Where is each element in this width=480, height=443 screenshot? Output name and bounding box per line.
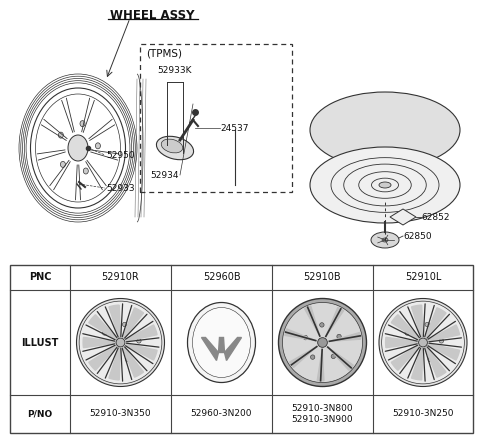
Ellipse shape: [320, 323, 324, 327]
Polygon shape: [423, 308, 446, 342]
Polygon shape: [391, 342, 423, 370]
Polygon shape: [218, 338, 225, 353]
Ellipse shape: [428, 358, 432, 362]
Polygon shape: [317, 350, 324, 381]
Polygon shape: [305, 306, 320, 336]
Polygon shape: [385, 337, 423, 348]
Text: 52910B: 52910B: [304, 272, 341, 283]
Polygon shape: [120, 342, 157, 360]
Ellipse shape: [318, 338, 327, 347]
Polygon shape: [120, 325, 157, 342]
Ellipse shape: [382, 301, 464, 384]
Polygon shape: [202, 338, 218, 361]
Ellipse shape: [156, 136, 193, 160]
Ellipse shape: [126, 358, 130, 362]
Ellipse shape: [192, 307, 251, 377]
Polygon shape: [423, 342, 446, 377]
Text: 52960B: 52960B: [203, 272, 240, 283]
Ellipse shape: [311, 355, 315, 359]
Text: 52910L: 52910L: [405, 272, 441, 283]
Ellipse shape: [137, 339, 141, 343]
Ellipse shape: [161, 139, 183, 153]
Ellipse shape: [382, 238, 388, 242]
Text: 52934: 52934: [151, 171, 179, 179]
Ellipse shape: [331, 354, 336, 358]
Text: 52960-3N200: 52960-3N200: [191, 409, 252, 419]
Ellipse shape: [379, 299, 467, 386]
Polygon shape: [109, 305, 120, 342]
Polygon shape: [328, 347, 353, 370]
Polygon shape: [423, 342, 459, 360]
Text: 52910-3N350: 52910-3N350: [90, 409, 151, 419]
Text: WHEEL ASSY: WHEEL ASSY: [110, 8, 194, 22]
Text: 52910R: 52910R: [102, 272, 139, 283]
Polygon shape: [120, 308, 144, 342]
Ellipse shape: [59, 132, 63, 138]
Ellipse shape: [337, 334, 341, 339]
Ellipse shape: [79, 301, 162, 384]
Text: 52910-3N800
52910-3N900: 52910-3N800 52910-3N900: [292, 404, 353, 424]
Ellipse shape: [407, 353, 411, 357]
Text: 52910-3N250: 52910-3N250: [392, 409, 454, 419]
Text: 52933K: 52933K: [158, 66, 192, 74]
Ellipse shape: [84, 168, 88, 174]
Text: 62852: 62852: [421, 213, 449, 222]
Text: PNC: PNC: [29, 272, 51, 283]
Polygon shape: [411, 305, 423, 342]
Polygon shape: [225, 338, 241, 361]
Polygon shape: [285, 329, 316, 341]
Polygon shape: [391, 315, 423, 342]
Polygon shape: [89, 315, 120, 342]
Bar: [10, 265, 473, 433]
Ellipse shape: [310, 147, 460, 223]
Polygon shape: [390, 209, 416, 225]
Text: 24537: 24537: [220, 124, 249, 132]
Ellipse shape: [68, 135, 88, 161]
Ellipse shape: [425, 323, 429, 326]
Ellipse shape: [282, 303, 362, 383]
Ellipse shape: [104, 353, 109, 357]
Ellipse shape: [116, 338, 125, 347]
Polygon shape: [89, 342, 120, 370]
Ellipse shape: [371, 232, 399, 248]
Ellipse shape: [188, 303, 255, 382]
Ellipse shape: [60, 161, 65, 167]
Text: 52950: 52950: [106, 151, 134, 159]
Ellipse shape: [278, 299, 367, 386]
Polygon shape: [423, 325, 459, 342]
Ellipse shape: [122, 323, 127, 326]
Ellipse shape: [80, 120, 85, 127]
Ellipse shape: [96, 143, 100, 149]
Text: ILLUST: ILLUST: [21, 338, 59, 347]
Text: 62850: 62850: [403, 232, 432, 241]
Polygon shape: [329, 333, 360, 341]
Polygon shape: [109, 342, 120, 380]
Bar: [140, 44, 292, 192]
Ellipse shape: [303, 335, 308, 340]
Text: P/NO: P/NO: [27, 409, 53, 419]
Ellipse shape: [419, 338, 427, 347]
Ellipse shape: [405, 331, 409, 335]
Ellipse shape: [102, 331, 107, 335]
Polygon shape: [289, 346, 317, 368]
Ellipse shape: [76, 299, 165, 386]
Polygon shape: [411, 342, 423, 380]
Polygon shape: [326, 307, 344, 336]
Ellipse shape: [439, 339, 444, 343]
Polygon shape: [83, 337, 120, 348]
Ellipse shape: [310, 92, 460, 168]
Polygon shape: [120, 342, 144, 377]
Text: 52933: 52933: [106, 183, 134, 193]
Text: (TPMS): (TPMS): [146, 48, 182, 58]
Ellipse shape: [379, 182, 391, 188]
